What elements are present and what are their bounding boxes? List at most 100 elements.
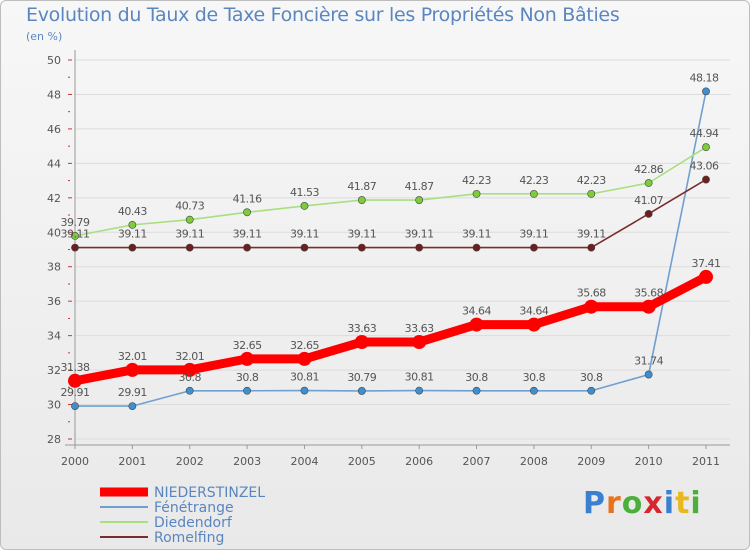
- data-point: [128, 402, 137, 410]
- data-point: [415, 386, 424, 395]
- legend: NIEDERSTINZELFénétrangeDiedendorfRomelfi…: [100, 485, 265, 546]
- legend-label: NIEDERSTINZEL: [154, 485, 265, 501]
- data-point: [185, 215, 194, 224]
- data-label: 35.68: [577, 287, 606, 300]
- data-label: 48.18: [690, 71, 719, 84]
- data-label: 42.23: [462, 174, 491, 187]
- data-label: 33.63: [347, 322, 376, 335]
- data-label: 30.8: [580, 371, 603, 384]
- x-tick-label: 2009: [577, 455, 605, 468]
- legend-label: Fénétrange: [154, 500, 234, 516]
- series-markers: [68, 87, 713, 410]
- data-label: 32.01: [118, 350, 147, 363]
- data-label: 30.8: [178, 371, 201, 384]
- y-tick-label: 32: [47, 364, 61, 377]
- data-label: 30.8: [236, 371, 259, 384]
- data-point: [699, 269, 713, 284]
- data-label: 32.01: [175, 350, 204, 363]
- y-tick-label: 48: [47, 88, 61, 101]
- x-tick-label: 2006: [405, 455, 433, 468]
- data-label: 41.53: [290, 186, 319, 199]
- legend-label: Romelfing: [154, 530, 224, 546]
- data-label: 32.65: [290, 339, 319, 352]
- series-line-Romelfing: [74, 178, 707, 249]
- data-point: [243, 386, 251, 395]
- legend-label: Diedendorf: [154, 515, 233, 531]
- data-label: 43.06: [690, 160, 719, 173]
- data-point: [243, 208, 251, 217]
- x-tick-label: 2004: [290, 455, 318, 468]
- data-label: 42.23: [577, 174, 606, 187]
- data-point: [702, 175, 710, 184]
- data-label: 40.43: [118, 205, 147, 218]
- data-point: [530, 189, 538, 198]
- logo-letter: r: [606, 486, 622, 521]
- data-label: 31.38: [61, 361, 90, 374]
- data-point: [240, 351, 255, 366]
- logo-letter: i: [690, 486, 702, 521]
- data-point: [584, 299, 599, 314]
- data-label: 33.63: [405, 322, 434, 335]
- x-tick-label: 2008: [520, 455, 548, 468]
- data-label: 32.65: [233, 339, 262, 352]
- data-label: 42.23: [519, 174, 548, 187]
- data-label: 39.11: [405, 228, 434, 241]
- data-point: [182, 362, 197, 377]
- data-label: 44.94: [690, 127, 719, 140]
- data-label: 30.8: [465, 371, 488, 384]
- data-point: [530, 243, 538, 252]
- y-tick-label: 36: [47, 295, 61, 308]
- data-label: 42.86: [634, 163, 663, 176]
- data-point: [128, 243, 137, 252]
- proxiti-logo: Proxiti: [583, 486, 702, 521]
- data-point: [300, 243, 309, 252]
- data-point: [472, 243, 481, 252]
- data-label: 30.8: [523, 371, 546, 384]
- data-label: 39.11: [577, 228, 606, 241]
- data-point: [469, 317, 484, 332]
- data-label: 39.11: [462, 228, 491, 241]
- data-label: 39.11: [519, 228, 548, 241]
- data-label: 30.79: [347, 371, 376, 384]
- x-tick-label: 2001: [118, 455, 146, 468]
- axes: 28 30 32 34 36 38 40 42 44 46 48 50 2000 2001 2002 2003…: [47, 50, 730, 468]
- chart-title: Evolution du Taux de Taxe Foncière sur l…: [26, 4, 620, 26]
- y-tick-label: 40: [47, 226, 61, 239]
- logo-letter: t: [675, 486, 691, 521]
- data-point: [300, 386, 309, 395]
- data-label: 39.11: [61, 228, 90, 241]
- data-label: 40.73: [175, 200, 204, 213]
- data-label: 41.16: [233, 192, 262, 205]
- logo-letter: x: [643, 486, 664, 521]
- x-tick-label: 2007: [463, 455, 491, 468]
- data-point: [354, 335, 369, 350]
- y-tick-label: 42: [47, 192, 61, 205]
- data-point: [357, 387, 366, 395]
- data-label: 30.81: [290, 371, 319, 384]
- data-point: [71, 402, 79, 410]
- data-point: [472, 386, 481, 395]
- data-label: 37.41: [692, 257, 721, 270]
- data-point: [297, 351, 312, 366]
- x-tick-label: 2011: [692, 455, 720, 468]
- logo-letter: P: [583, 486, 606, 521]
- data-label: 39.11: [118, 228, 147, 241]
- data-label: 29.91: [118, 386, 147, 399]
- data-labels: 31.38 32.01 32.01 32.65 32.65 33.63 33.63 34.64…: [61, 71, 722, 399]
- data-point: [125, 362, 140, 377]
- x-tick-label: 2003: [233, 455, 261, 468]
- data-label: 41.87: [405, 180, 434, 193]
- data-label: 39.11: [347, 228, 376, 241]
- data-point: [71, 243, 79, 252]
- series-lines: [70, 90, 711, 407]
- data-label: 39.11: [175, 228, 204, 241]
- y-tick-label: 44: [47, 157, 61, 170]
- y-tick-label: 50: [47, 54, 61, 67]
- data-point: [68, 373, 82, 388]
- y-tick-label: 34: [47, 330, 61, 343]
- x-tick-label: 2002: [176, 455, 204, 468]
- data-point: [415, 196, 424, 204]
- series-line-NIEDERSTINZEL: [70, 272, 711, 386]
- y-tick-label: 30: [47, 399, 61, 412]
- data-point: [415, 243, 424, 252]
